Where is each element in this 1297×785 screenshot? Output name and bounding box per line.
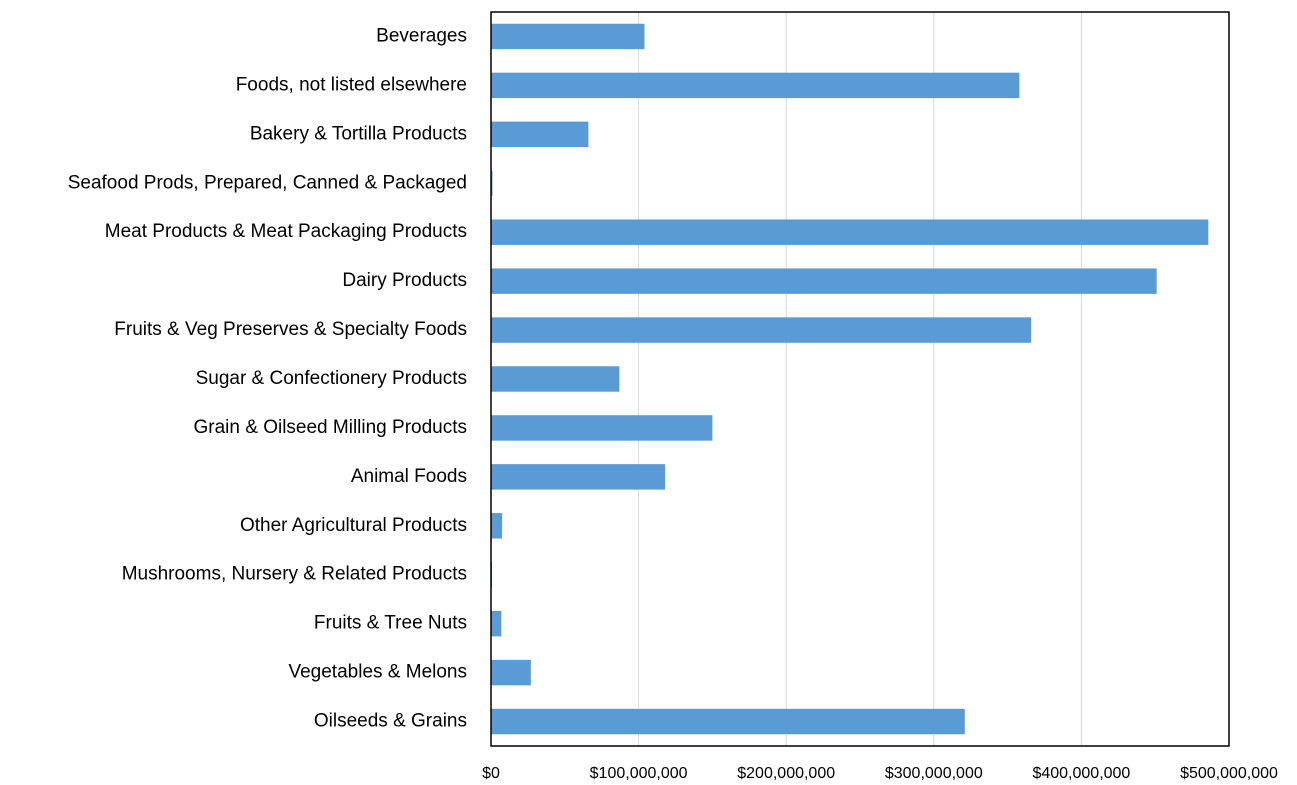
y-tick-label: Fruits & Tree Nuts xyxy=(314,613,467,634)
bar xyxy=(491,464,666,490)
y-tick-label: Bakery & Tortilla Products xyxy=(250,123,467,144)
bar xyxy=(491,659,531,686)
x-tick-label: $500,000,000 xyxy=(1180,765,1278,782)
x-tick-label: $400,000,000 xyxy=(1032,765,1130,782)
bar xyxy=(491,219,1209,245)
y-tick-label: Seafood Prods, Prepared, Canned & Packag… xyxy=(68,172,467,193)
y-tick-label: Meat Products & Meat Packaging Products xyxy=(105,221,467,242)
bar xyxy=(491,415,713,441)
y-tick-label: Oilseeds & Grains xyxy=(314,711,467,732)
y-tick-label: Other Agricultural Products xyxy=(240,515,467,536)
y-tick-label: Animal Foods xyxy=(351,466,467,487)
bar xyxy=(491,513,503,539)
x-tick-label: $100,000,000 xyxy=(590,765,688,782)
y-tick-label: Sugar & Confectionery Products xyxy=(196,368,467,389)
y-tick-label: Vegetables & Melons xyxy=(288,662,467,683)
bar xyxy=(491,72,1020,99)
bar xyxy=(491,366,620,392)
y-tick-label: Mushrooms, Nursery & Related Products xyxy=(122,564,467,585)
bar xyxy=(491,121,589,148)
bar xyxy=(491,610,502,637)
x-tick-label: $200,000,000 xyxy=(737,765,835,782)
bar xyxy=(491,317,1032,343)
y-tick-label: Dairy Products xyxy=(342,270,467,291)
x-tick-label: $0 xyxy=(482,765,500,782)
bar xyxy=(491,268,1157,294)
plot-frame xyxy=(490,11,1230,747)
bar xyxy=(491,708,965,735)
y-tick-label: Fruits & Veg Preserves & Specialty Foods xyxy=(114,319,467,340)
y-tick-label: Foods, not listed elsewhere xyxy=(236,74,467,95)
x-tick-label: $300,000,000 xyxy=(885,765,983,782)
y-tick-label: Beverages xyxy=(376,25,467,46)
y-tick-label: Grain & Oilseed Milling Products xyxy=(194,417,468,438)
bar xyxy=(491,23,645,50)
